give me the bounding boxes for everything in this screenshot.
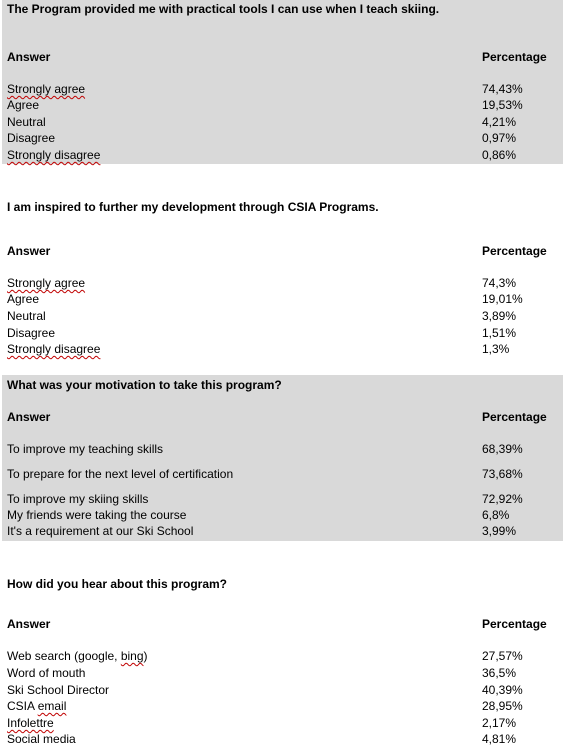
answer-label: Web search (google, bing) <box>7 649 148 663</box>
percentage-value: 28,95% <box>482 699 523 713</box>
answer-label: CSIA email <box>7 699 67 713</box>
answer-column-header: Answer <box>7 410 51 424</box>
percentage-value: 19,53% <box>482 98 523 112</box>
table-row: It's a requirement at our Ski School 3,9… <box>2 524 563 540</box>
answer-label: Agree <box>7 292 40 306</box>
table-row: Ski School Director 40,39% <box>2 683 563 699</box>
table-row: Strongly disagree 0,86% <box>2 148 563 164</box>
answer-label: Agree <box>7 98 40 112</box>
table-row: To prepare for the next level of certifi… <box>2 467 563 483</box>
percentage-value: 2,17% <box>482 716 517 730</box>
answer-label: To improve my teaching skills <box>7 442 164 456</box>
table-row: Social media 4,81% <box>2 732 563 748</box>
table-row: Word of mouth 36,5% <box>2 666 563 682</box>
table-row: Infolettre 2,17% <box>2 716 563 732</box>
percentage-column-header: Percentage <box>482 244 547 258</box>
percentage-value: 4,21% <box>482 115 517 129</box>
answer-label: Word of mouth <box>7 666 86 680</box>
table-row: Strongly agree 74,43% <box>2 82 563 98</box>
percentage-column-header: Percentage <box>482 617 547 631</box>
percentage-value: 36,5% <box>482 666 517 680</box>
answer-column-header: Answer <box>7 617 51 631</box>
answer-column-header: Answer <box>7 244 51 258</box>
answer-label: Neutral <box>7 309 46 323</box>
answer-label: Disagree <box>7 131 56 145</box>
percentage-column-header: Percentage <box>482 50 547 64</box>
percentage-value: 6,8% <box>482 508 510 522</box>
percentage-value: 19,01% <box>482 292 523 306</box>
percentage-value: 73,68% <box>482 467 523 481</box>
percentage-value: 3,89% <box>482 309 517 323</box>
question-title: I am inspired to further my development … <box>7 200 379 214</box>
table-row: To improve my teaching skills 68,39% <box>2 442 563 458</box>
percentage-value: 40,39% <box>482 683 523 697</box>
survey-section-motivation: What was your motivation to take this pr… <box>2 375 563 541</box>
percentage-value: 1,3% <box>482 342 510 356</box>
percentage-value: 68,39% <box>482 442 523 456</box>
survey-section-inspired: I am inspired to further my development … <box>2 164 563 375</box>
table-row: To improve my skiing skills 72,92% <box>2 492 563 508</box>
table-row: Strongly agree 74,3% <box>2 276 563 292</box>
percentage-column-header: Percentage <box>482 410 547 424</box>
question-title: How did you hear about this program? <box>7 577 228 591</box>
table-row: Web search (google, bing) 27,57% <box>2 649 563 665</box>
percentage-value: 1,51% <box>482 326 517 340</box>
table-row: Agree 19,53% <box>2 98 563 114</box>
answer-label: To prepare for the next level of certifi… <box>7 467 234 481</box>
answer-label: Strongly disagree <box>7 148 101 162</box>
percentage-value: 74,3% <box>482 276 517 290</box>
percentage-value: 0,86% <box>482 148 517 162</box>
answer-label: Disagree <box>7 326 56 340</box>
answer-label: Strongly disagree <box>7 342 101 356</box>
answer-label: My friends were taking the course <box>7 508 187 522</box>
answer-label-misspelled-word: email <box>37 699 67 713</box>
table-row: Strongly disagree 1,3% <box>2 342 563 358</box>
answer-label: Infolettre <box>7 716 54 730</box>
answer-column-header: Answer <box>7 50 51 64</box>
answer-label: Social media <box>7 732 76 746</box>
answer-label: It's a requirement at our Ski School <box>7 524 194 538</box>
question-title: What was your motivation to take this pr… <box>7 378 282 392</box>
survey-section-tools: The Program provided me with practical t… <box>2 0 563 164</box>
percentage-value: 72,92% <box>482 492 523 506</box>
table-row: Disagree 0,97% <box>2 131 563 147</box>
answer-label: To improve my skiing skills <box>7 492 149 506</box>
table-row: Disagree 1,51% <box>2 326 563 342</box>
question-title: The Program provided me with practical t… <box>7 2 440 16</box>
table-row: My friends were taking the course 6,8% <box>2 508 563 524</box>
survey-section-referral: How did you hear about this program? Ans… <box>2 541 563 752</box>
table-row: Agree 19,01% <box>2 292 563 308</box>
percentage-value: 4,81% <box>482 732 517 746</box>
answer-label-misspelled-word: bing <box>120 649 144 663</box>
percentage-value: 74,43% <box>482 82 523 96</box>
table-row: Neutral 4,21% <box>2 115 563 131</box>
answer-label: Strongly agree <box>7 82 86 96</box>
percentage-value: 3,99% <box>482 524 517 538</box>
answer-label: Ski School Director <box>7 683 110 697</box>
percentage-value: 0,97% <box>482 131 517 145</box>
answer-label: Strongly agree <box>7 276 86 290</box>
answer-label: Neutral <box>7 115 46 129</box>
table-row: CSIA email 28,95% <box>2 699 563 715</box>
table-row: Neutral 3,89% <box>2 309 563 325</box>
percentage-value: 27,57% <box>482 649 523 663</box>
